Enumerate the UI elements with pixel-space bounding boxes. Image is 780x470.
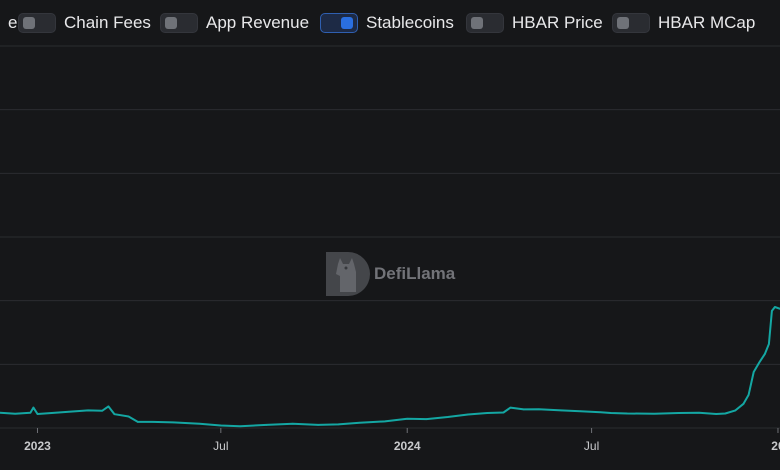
series-point: [68, 410, 70, 413]
grid-lines: [0, 45, 780, 429]
series-point: [747, 394, 750, 396]
series-point: [579, 410, 582, 412]
series-layer: [0, 306, 780, 428]
series-point: [698, 411, 700, 414]
x-tick-label: 2024: [394, 439, 421, 453]
toggle-switch[interactable]: [160, 13, 198, 33]
series-point: [467, 413, 469, 416]
x-tick-label: 20: [771, 439, 780, 453]
series-point: [32, 406, 35, 409]
series-point: [384, 420, 386, 423]
series-point: [653, 412, 656, 415]
series-point: [291, 422, 294, 425]
series-point: [113, 413, 116, 416]
series-point: [101, 409, 104, 412]
series-point: [538, 408, 540, 410]
series-point: [127, 415, 130, 418]
toggle-hbar-mcap[interactable]: HBAR MCap: [612, 10, 755, 36]
series-point: [771, 310, 773, 312]
toggle-partial[interactable]: e: [0, 10, 17, 36]
series-point: [599, 411, 602, 414]
series-point: [626, 412, 628, 415]
series-point: [107, 405, 110, 408]
series-point: [358, 421, 361, 424]
x-tick-label: 2023: [24, 439, 51, 453]
series-point: [29, 411, 32, 414]
x-tick-label: Jul: [213, 439, 228, 453]
llama-logo-icon: [326, 252, 370, 296]
series-toggles: e Chain Fees App Revenue Stablecoins HBA…: [0, 10, 780, 36]
series-point: [677, 412, 680, 414]
toggle-label: HBAR MCap: [658, 13, 756, 32]
x-tick: 20: [771, 428, 780, 453]
series-point: [0, 411, 1, 414]
series-point: [220, 424, 222, 427]
series-point: [724, 412, 727, 415]
toggle-switch[interactable]: [18, 13, 56, 33]
series-line-stablecoins: [0, 306, 780, 428]
series-point: [337, 423, 340, 426]
series-point: [36, 413, 39, 415]
toggle-label: HBAR Price: [512, 13, 603, 32]
toggle-chain-fees[interactable]: Chain Fees: [18, 10, 151, 36]
x-tick: Jul: [584, 428, 599, 453]
series-point: [734, 409, 737, 412]
series-point: [715, 413, 717, 415]
toggle-stablecoins[interactable]: Stablecoins: [320, 10, 454, 36]
series-point: [317, 424, 319, 426]
series-point: [752, 371, 755, 373]
series-point: [446, 416, 449, 418]
series-point: [509, 406, 512, 409]
series-point: [774, 306, 776, 308]
defillama-watermark: DefiLlama: [326, 250, 455, 298]
series-point: [502, 411, 505, 414]
series-point: [610, 412, 612, 414]
series-point: [742, 403, 745, 405]
toggle-label: Chain Fees: [64, 13, 151, 32]
toggle-switch[interactable]: [466, 13, 504, 33]
toggle-label: Stablecoins: [366, 13, 454, 32]
x-axis: 2023 Jul 2024 Jul 20: [24, 428, 780, 453]
toggle-label: e: [8, 13, 18, 32]
series-point: [136, 421, 139, 423]
series-point: [522, 408, 525, 411]
series-point: [265, 424, 268, 426]
toggle-app-revenue[interactable]: App Revenue: [160, 10, 309, 36]
x-tick: Jul: [213, 428, 229, 453]
series-point: [425, 418, 428, 420]
series-point: [152, 421, 154, 423]
series-point: [198, 422, 201, 425]
series-point: [764, 353, 766, 355]
series-point: [486, 412, 489, 414]
series-point: [87, 409, 89, 412]
toggle-switch[interactable]: [320, 13, 358, 33]
series-point: [406, 418, 409, 420]
series-point: [50, 412, 53, 414]
series-point: [768, 343, 770, 345]
series-point: [239, 425, 241, 428]
x-tick: 2024: [394, 428, 421, 453]
toggle-hbar-price[interactable]: HBAR Price: [466, 10, 603, 36]
x-tick-label: Jul: [584, 439, 599, 453]
toggle-switch[interactable]: [612, 13, 650, 33]
series-point: [172, 421, 175, 424]
toggle-label: App Revenue: [206, 13, 310, 32]
x-tick: 2023: [24, 428, 51, 453]
series-point: [560, 409, 562, 412]
series-point: [14, 412, 16, 415]
series-point: [758, 360, 761, 363]
watermark-text: DefiLlama: [374, 264, 456, 283]
